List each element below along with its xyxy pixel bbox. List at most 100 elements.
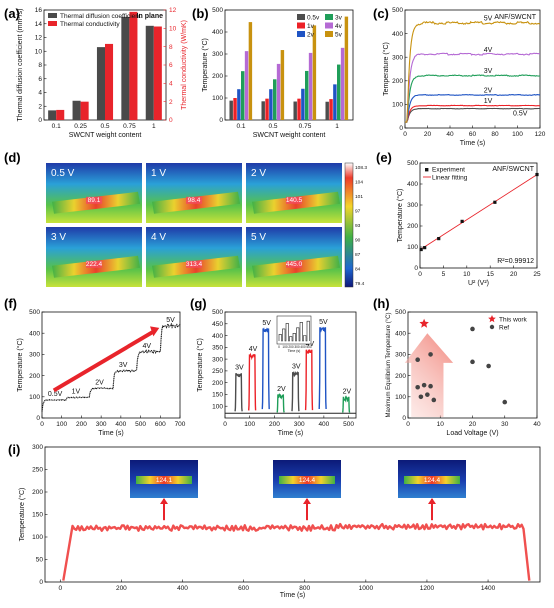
e-xlabel: U² (V²): [468, 280, 489, 287]
h-legend-label: This work: [499, 317, 528, 324]
g-ylabel: Temperature (°C): [196, 338, 204, 392]
c-series-label: 5V: [484, 16, 493, 23]
b-x-tick-label: 0.1: [236, 123, 245, 130]
colorbar-tick-label: 87: [355, 252, 361, 258]
temperature-reading: 222.4: [86, 261, 103, 268]
f-trend-arrow-head: [150, 326, 160, 337]
b-bar-5v: [248, 22, 253, 121]
h-ref-point: [415, 357, 420, 363]
a-x-tick-label: 1: [152, 123, 156, 130]
b-x-tick-label: 0.75: [299, 123, 312, 130]
i-arrow-head: [160, 498, 168, 504]
e-y-tick-label: 400: [407, 181, 418, 188]
i-arrow-head: [303, 498, 311, 504]
b-y-tick-label: 0: [219, 117, 223, 124]
e-legend-marker: [425, 168, 429, 172]
e-y-tick-label: 0: [414, 265, 418, 272]
panel-label-b: (b): [192, 6, 209, 21]
i-x-tick-label: 1400: [481, 585, 496, 592]
g-x-tick-label: 200: [269, 421, 280, 428]
hot-spot: [186, 260, 202, 268]
a-x-tick-label: 0.1: [52, 123, 61, 130]
thermal-image: [46, 227, 142, 287]
h-ylabel: Maximum Equilibrium Temperature (°C): [386, 313, 392, 418]
h-ref-point: [425, 392, 430, 397]
hot-spot: [86, 196, 102, 204]
f-y-tick-label: 300: [29, 352, 40, 359]
e-legend-label: Linear fitting: [432, 175, 468, 182]
b-y-tick-label: 100: [212, 95, 223, 102]
c-annotation: ANF/SWCNT: [494, 14, 536, 21]
b-bar-4v: [340, 47, 345, 121]
a-yright-tick-label: 10: [169, 26, 177, 33]
h-y-tick-label: 500: [395, 309, 406, 316]
b-ylabel: Temperature (°C): [201, 38, 209, 92]
i-xlabel: Time (s): [280, 592, 305, 599]
f-x-tick-label: 200: [76, 421, 87, 428]
b-legend-swatch: [325, 22, 333, 29]
h-legend-star: [488, 315, 496, 323]
h-legend-dot: [489, 324, 495, 330]
temperature-reading: 89.1: [88, 197, 101, 204]
b-bar-1v: [297, 98, 301, 120]
e-legend-label: Experiment: [432, 167, 465, 174]
g-pulse-label: 2V: [343, 388, 352, 395]
panel-label-f: (f): [4, 296, 17, 311]
b-bar-3v: [241, 71, 245, 120]
voltage-label: 5 V: [251, 232, 266, 243]
b-bar-4v: [244, 51, 249, 120]
g-inset-tick-label: 500: [306, 345, 312, 349]
h-y-tick-label: 300: [395, 352, 406, 359]
b-bar-3v: [273, 79, 277, 120]
g-x-tick-label: 400: [318, 421, 329, 428]
voltage-label: 4 V: [151, 232, 166, 243]
h-ref-point: [502, 399, 508, 405]
a-yleft-tick-label: 16: [35, 7, 43, 14]
h-ref-point: [428, 383, 433, 389]
h-ref-point: [428, 352, 433, 357]
b-bar-3v: [305, 70, 309, 120]
thermal-image: [146, 227, 242, 287]
b-bar-4v: [308, 52, 313, 120]
i-x-tick-label: 1000: [359, 585, 374, 592]
h-ref-point: [431, 397, 437, 403]
g-inset-tick-label: 400: [300, 345, 306, 349]
h-x-tick-label: 20: [469, 421, 477, 428]
a-legend-swatch-conductivity: [48, 21, 57, 26]
g-y-tick-label: 450: [212, 321, 223, 328]
panel-label-c: (c): [373, 6, 389, 21]
f-x-tick-label: 600: [155, 421, 166, 428]
voltage-label: 0.5 V: [51, 168, 75, 179]
plot-frame: [419, 162, 538, 269]
colorbar-tick-label: 108.3: [355, 165, 367, 171]
a-bar-diffusion: [72, 100, 81, 120]
a-bar-diffusion: [48, 110, 57, 120]
a-bar-diffusion: [121, 16, 130, 120]
a-annotation: In plane: [137, 13, 164, 20]
panel-label-g: (g): [190, 296, 207, 311]
panel-label-e: (e): [376, 150, 392, 165]
plot-frame: [41, 311, 181, 419]
a-yright-tick-label: 4: [169, 81, 173, 88]
h-y-tick-label: 100: [395, 394, 406, 401]
b-bar-5v: [312, 25, 317, 120]
f-trend-arrow-shaft: [52, 329, 156, 393]
a-x-tick-label: 0.25: [74, 123, 87, 130]
b-bar-0.5v: [229, 100, 233, 120]
i-temperature-reading: 124.4: [424, 477, 441, 484]
c-series-line-4V: [405, 52, 541, 123]
a-ylabel-right: Thermal conductivity (W/mK): [181, 20, 188, 110]
a-yleft-tick-label: 4: [38, 90, 42, 97]
i-x-tick-label: 600: [238, 585, 249, 592]
g-pulse-line: [291, 370, 300, 412]
hot-spot: [86, 260, 102, 268]
f-y-tick-label: 100: [29, 394, 40, 401]
i-x-tick-label: 200: [116, 585, 127, 592]
c-series-label: 3V: [484, 68, 493, 75]
i-y-tick-label: 300: [32, 444, 43, 451]
f-x-tick-label: 500: [135, 421, 146, 428]
f-step-label: 4V: [143, 343, 152, 350]
colorbar-tick-label: 97: [355, 209, 361, 215]
a-yright-tick-label: 12: [169, 7, 177, 14]
